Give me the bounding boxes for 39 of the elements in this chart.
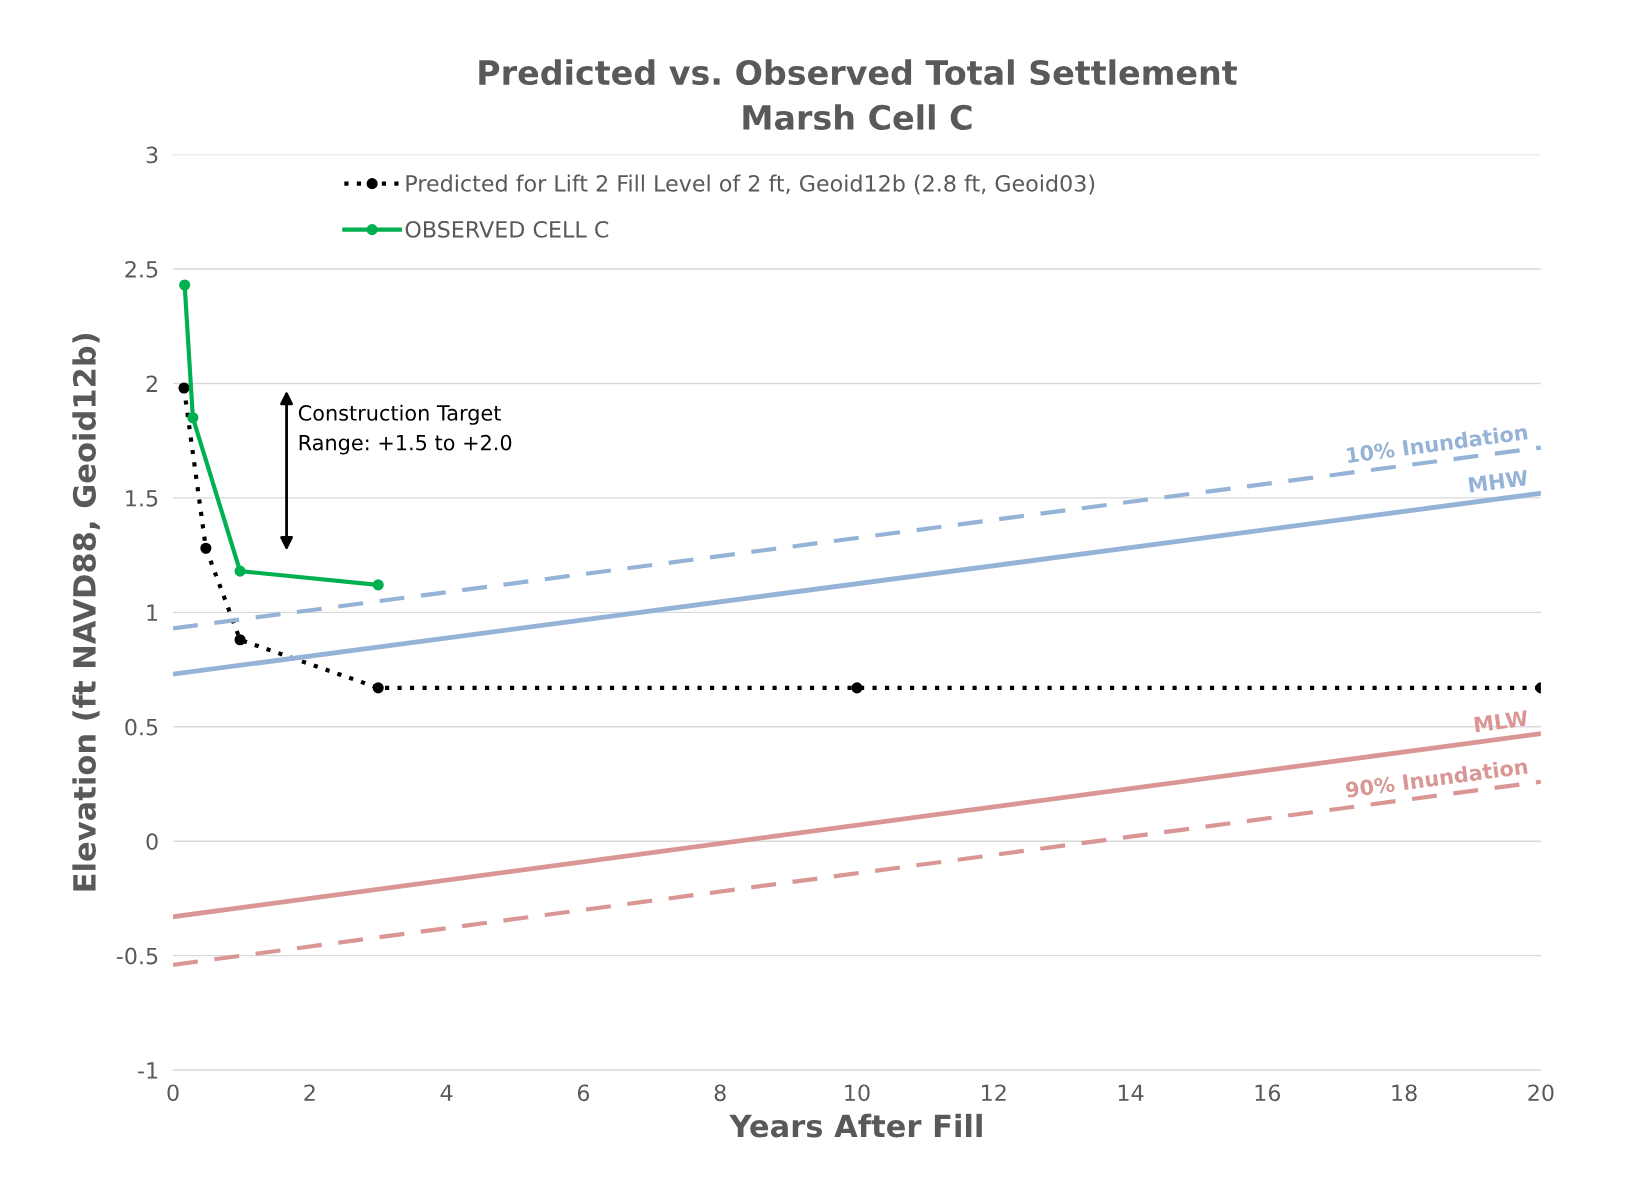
y-tick-label: 0 [146,833,158,850]
x-tick-label: 18 [1392,1084,1417,1102]
point [179,279,191,291]
point [200,542,212,554]
text: MLW [1474,710,1529,733]
x-tick-label: 12 [982,1084,1006,1101]
x-tick-label: 14 [1118,1084,1144,1101]
y-tick-label: 2.5 [125,260,158,278]
text: 10% Inundation [1346,423,1528,464]
y-axis-title: Elevation (ft NAVD88, Geoid12b) [72,333,100,891]
point [187,412,199,424]
point [851,682,863,694]
x-tick-label: 4 [440,1084,453,1101]
x-tick-label: 20 [1528,1084,1554,1102]
x-tick-label: 6 [577,1084,590,1102]
y-tick-label: 0.5 [125,718,158,736]
x-tick-label: 10 [845,1084,870,1102]
point [234,565,246,577]
point [372,682,384,694]
y-tick-label: 1.5 [126,490,158,507]
legend-label: OBSERVED CELL C [405,220,609,238]
y-tick-label: -1 [138,1062,158,1079]
text: 90% Inundation [1345,757,1528,798]
chart-title: Predicted vs. Observed Total Settlement Marsh Cell C [479,59,1237,131]
x-tick-label: 2 [304,1084,315,1101]
annotation: Construction Target Range: +1.5 to +2.0 [298,404,512,455]
x-tick-label: 8 [714,1084,726,1102]
point [234,634,246,646]
x-axis-title: Years After Fill [729,1113,982,1138]
y-tick-label: -0.5 [116,947,158,965]
point [178,382,190,394]
x-tick-label: 16 [1255,1084,1281,1102]
text: MHW [1468,469,1529,493]
x-tick-label: 0 [167,1084,179,1102]
y-tick-label: 1 [147,604,158,621]
y-tick-label: 2 [146,375,157,392]
legend-label: Predicted for Lift 2 Fill Level of 2 ft, Geoid12b (2.8 ft, Geoid03) [406,174,1095,195]
y-tick-label: 3 [146,146,158,164]
point [372,579,384,591]
